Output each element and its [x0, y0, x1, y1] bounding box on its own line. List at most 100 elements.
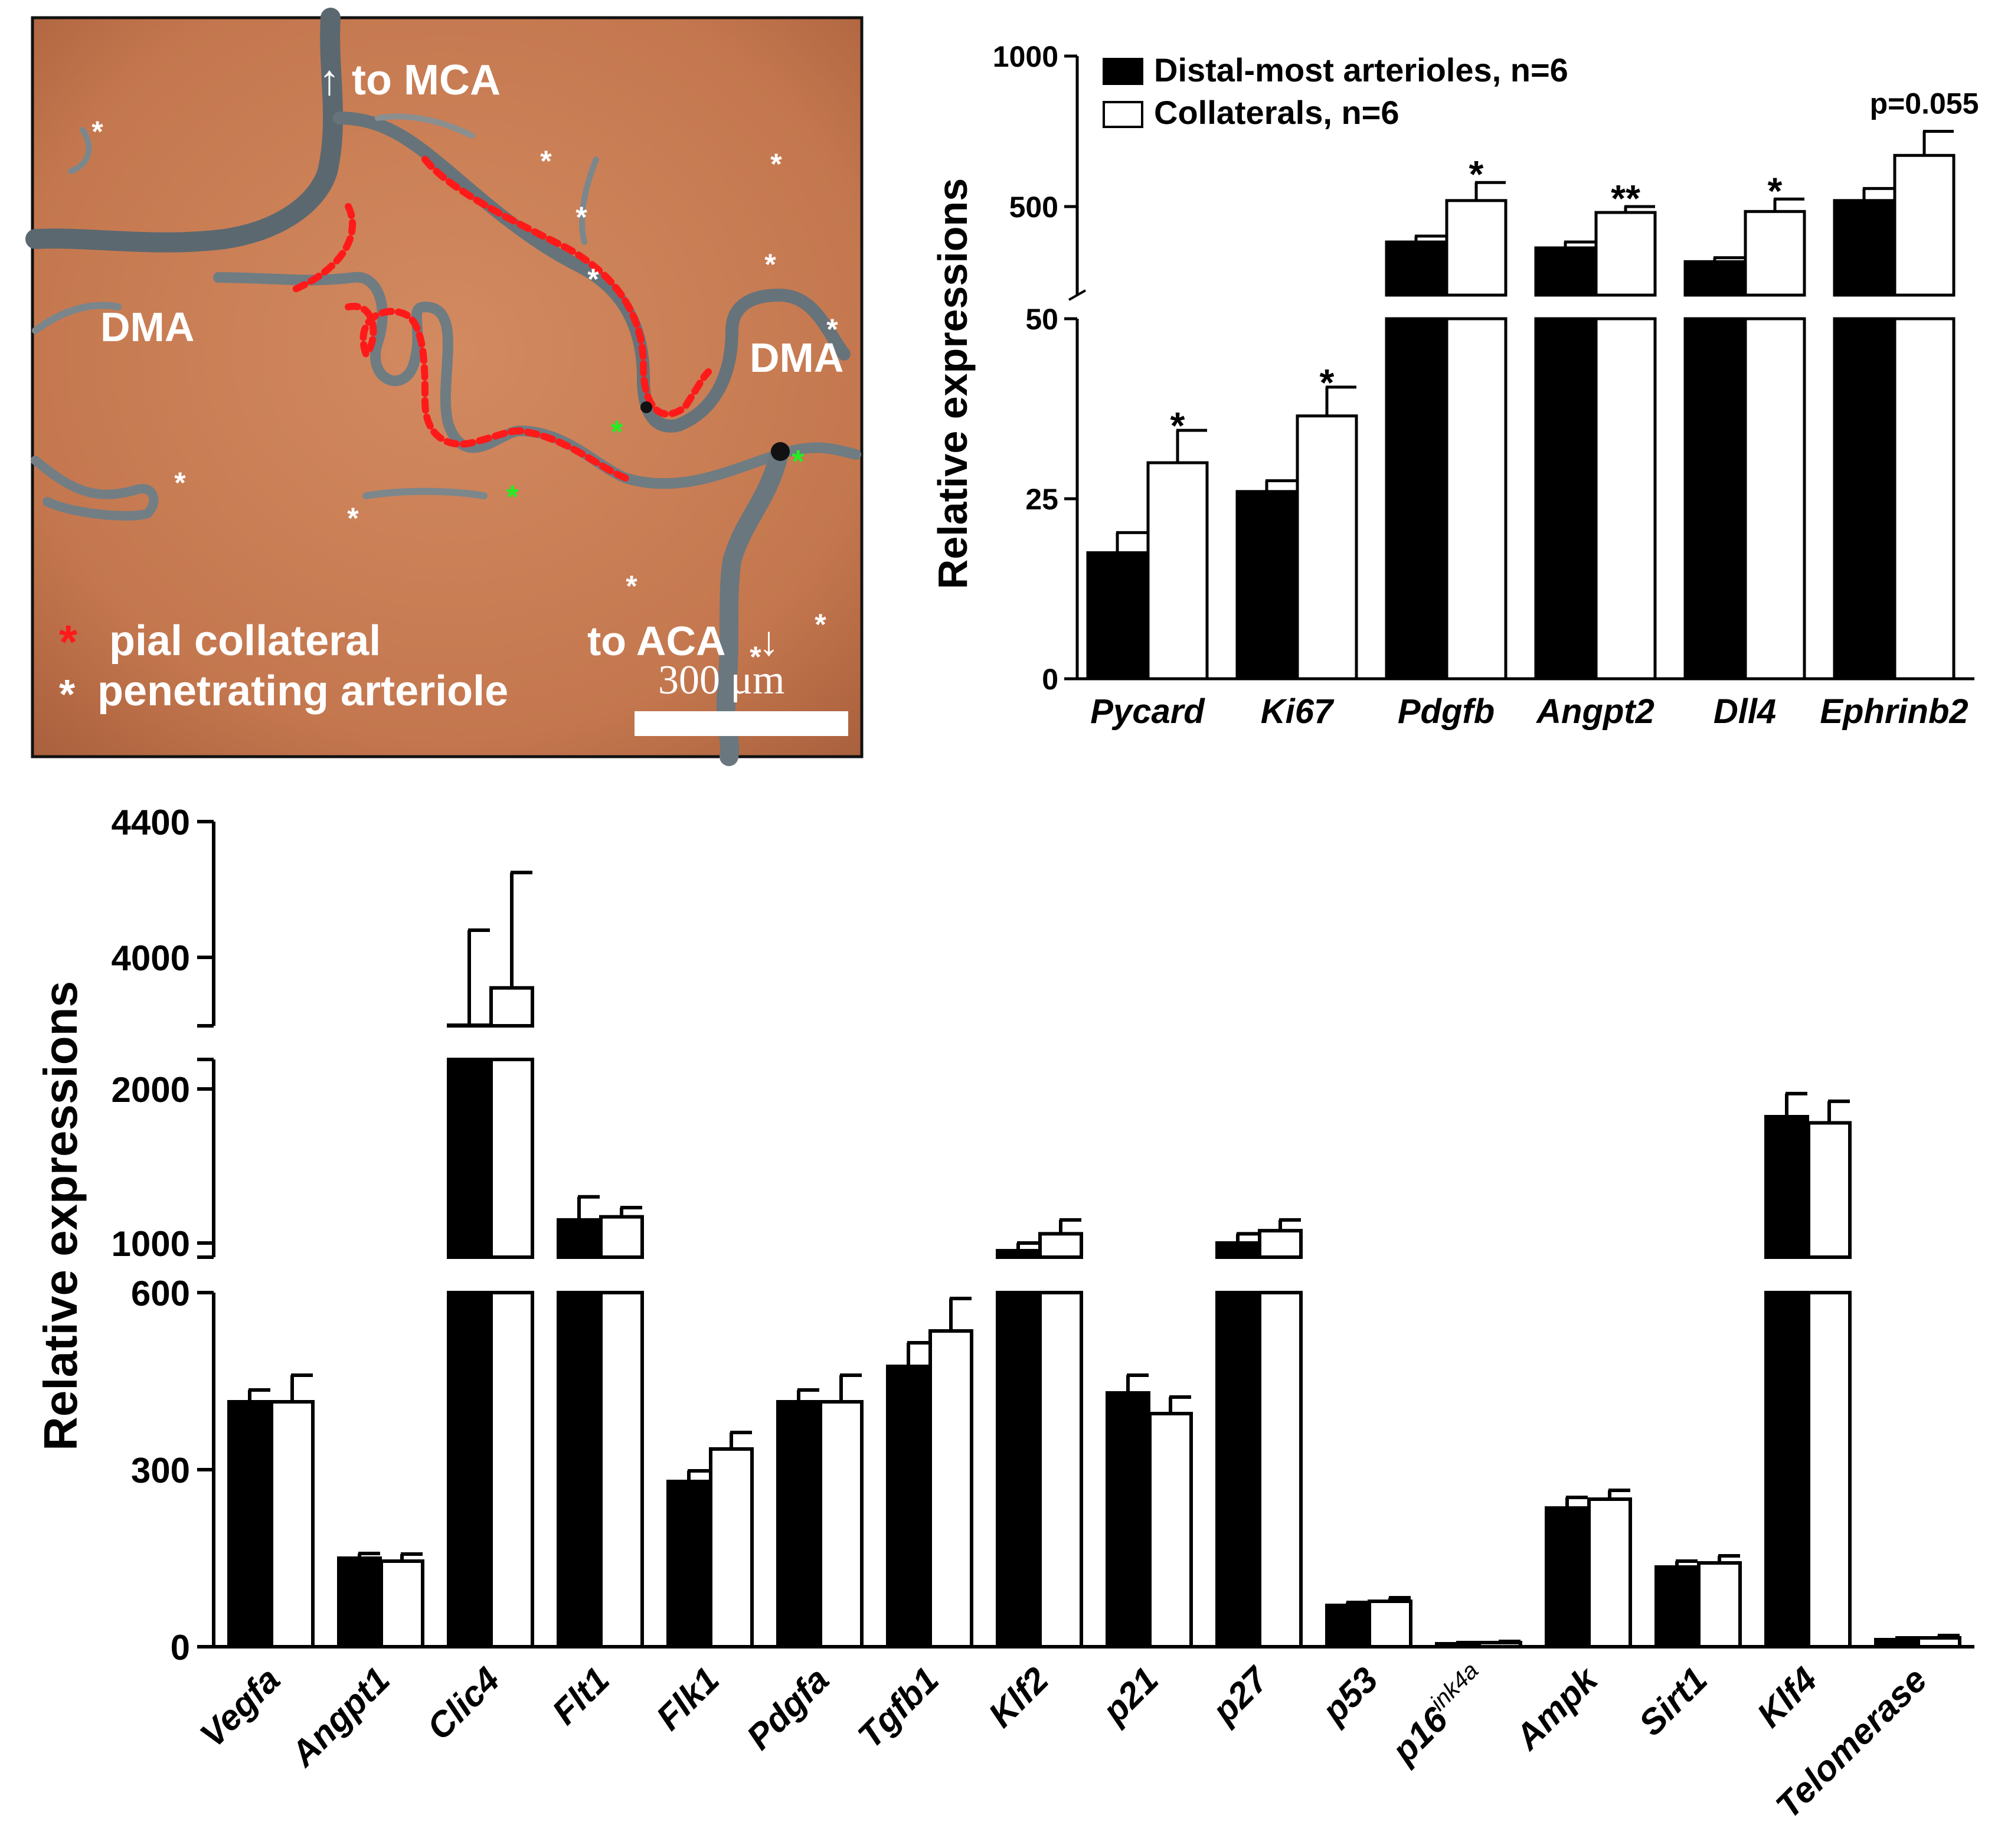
chart-bottom: Relative expressions 0 300 600 1000 2000 4000…: [34, 803, 1974, 1826]
x-tick-label-text: Klf4: [1750, 1660, 1825, 1735]
x-tick-label: Klf2: [981, 1660, 1057, 1735]
x-tick-label-text: Klf2: [981, 1660, 1057, 1735]
bar-lower-segment: [1764, 1291, 1809, 1649]
y-tick-label: 50: [1025, 303, 1058, 336]
y-tick-label: 300: [131, 1451, 190, 1490]
bar: [270, 1400, 315, 1649]
bar-lower-segment: [1807, 1291, 1852, 1649]
legend-arteriole-marker: *: [59, 671, 76, 717]
bar: [1445, 199, 1508, 297]
bar: [1215, 1241, 1260, 1259]
x-tick-label: p27: [1204, 1659, 1277, 1732]
bar: [996, 1249, 1041, 1260]
bar-lower-segment: [1215, 1291, 1260, 1649]
green-marker: *: [610, 414, 623, 450]
bar: [337, 1556, 382, 1649]
bar: [1545, 1506, 1590, 1649]
bar: [1654, 1565, 1699, 1649]
bar: [1296, 414, 1358, 681]
x-tick-label: Ephrinb2: [1820, 692, 1968, 731]
x-tick-label-text: Sirt1: [1631, 1660, 1715, 1744]
chart-bottom-bars: [227, 871, 1961, 1649]
green-marker: *: [506, 479, 518, 515]
green-markers: * * *: [506, 414, 804, 515]
x-tick-label: Tgfb1: [850, 1660, 946, 1756]
legend-label-collateral: Collaterals, n=6: [1154, 94, 1399, 131]
bar: [819, 1400, 864, 1649]
label-to-aca: to ACA: [587, 618, 726, 664]
x-tick-label-text: Flt1: [544, 1660, 617, 1732]
bar: [1683, 260, 1746, 297]
arteriole-marker: *: [575, 201, 587, 234]
pial-vessels: [25, 8, 861, 766]
label-to-mca: ↑ to MCA: [319, 57, 501, 104]
x-tick-label: Ampk: [1507, 1659, 1607, 1758]
chart-top-legend: Distal-most arterioles, n=6 Collaterals,…: [1103, 51, 1568, 131]
micrograph-panel: * * * * * * * * * * * * * * * ↑ to MCA D…: [25, 8, 864, 766]
chart-top-annotations: ***** *p=0.055: [1170, 87, 1979, 447]
bar: [380, 1559, 424, 1649]
x-tick-label-text: Tgfb1: [850, 1660, 946, 1756]
bar: [1368, 1600, 1412, 1649]
bar: [1874, 1638, 1919, 1649]
vessel-top-small: [375, 113, 475, 139]
x-tick-label: Pdgfa: [739, 1660, 836, 1757]
bar: [1833, 199, 1895, 297]
x-tick-label: Ki67: [1261, 692, 1335, 731]
significance-annotation: *: [1320, 361, 1335, 404]
bar: [1258, 1229, 1303, 1260]
y-tick-label: 1000: [993, 40, 1058, 73]
bar-lower-segment: [1258, 1291, 1303, 1649]
bar-lower-segment: [1744, 317, 1806, 681]
bar-lower-segment: [1534, 317, 1597, 681]
chart-top-bars: [1086, 130, 1956, 681]
bar: [1146, 461, 1209, 681]
legend-collateral-marker: *: [59, 616, 78, 668]
significance-annotation: *: [1170, 404, 1185, 447]
x-tick-label: Sirt1: [1631, 1660, 1715, 1744]
bar-lower-segment: [1893, 317, 1956, 681]
vessel-node: [640, 401, 652, 413]
bar-lower-segment: [557, 1291, 601, 1649]
bar: [1917, 1636, 1961, 1649]
x-tick-label: Vegfa: [192, 1660, 287, 1755]
scale-bar: [635, 711, 848, 736]
bar-lower-segment: [1038, 1291, 1083, 1649]
legend-arteriole-text: penetrating arteriole: [97, 668, 508, 715]
bar-lower-segment: [1385, 317, 1447, 681]
x-tick-label-text: Flk1: [649, 1660, 727, 1738]
x-tick-label: Pdgfb: [1398, 692, 1495, 731]
vessel-node: [771, 442, 790, 461]
legend-collateral-text: pial collateral: [109, 617, 381, 665]
x-tick-label: p21: [1094, 1660, 1166, 1732]
bar: [1325, 1604, 1370, 1649]
bar-lower-segment: [1683, 317, 1746, 681]
bar: [1534, 246, 1597, 297]
chart-top-axes: 0 25 50 500 1000: [993, 40, 1974, 696]
x-tick-label: Angpt2: [1535, 692, 1654, 731]
bar: [1807, 1121, 1852, 1260]
bar: [776, 1400, 821, 1649]
legend-swatch-collateral: [1103, 101, 1143, 128]
bar: [1235, 490, 1298, 681]
label-dma-right: DMA: [750, 335, 843, 381]
arteriole-marker: *: [174, 466, 186, 499]
aca-arrow: ↓: [758, 618, 779, 664]
arteriole-marker: *: [770, 148, 782, 181]
x-tick-label-text: Ampk: [1507, 1659, 1607, 1758]
vessel-left-lower: [31, 456, 159, 521]
arteriole-marker: *: [826, 313, 838, 346]
x-tick-label-text: Vegfa: [192, 1660, 287, 1755]
x-tick-label: p16ink4a: [1381, 1657, 1495, 1771]
bar-lower-segment: [996, 1291, 1041, 1649]
bar: [1587, 1497, 1632, 1649]
label-dma-left: DMA: [100, 304, 194, 350]
chart-top-ylabel: Relative expressions: [930, 178, 976, 589]
x-tick-label: Dll4: [1714, 692, 1776, 731]
vessel-mca-trunk: [25, 8, 344, 253]
y-tick-label: 2000: [112, 1070, 190, 1110]
chart-bottom-ylabel: Relative expressions: [34, 981, 87, 1451]
arteriole-marker: *: [626, 570, 637, 603]
significance-annotation: *: [1768, 169, 1783, 212]
